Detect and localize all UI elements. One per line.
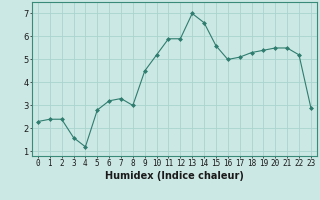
X-axis label: Humidex (Indice chaleur): Humidex (Indice chaleur): [105, 171, 244, 181]
